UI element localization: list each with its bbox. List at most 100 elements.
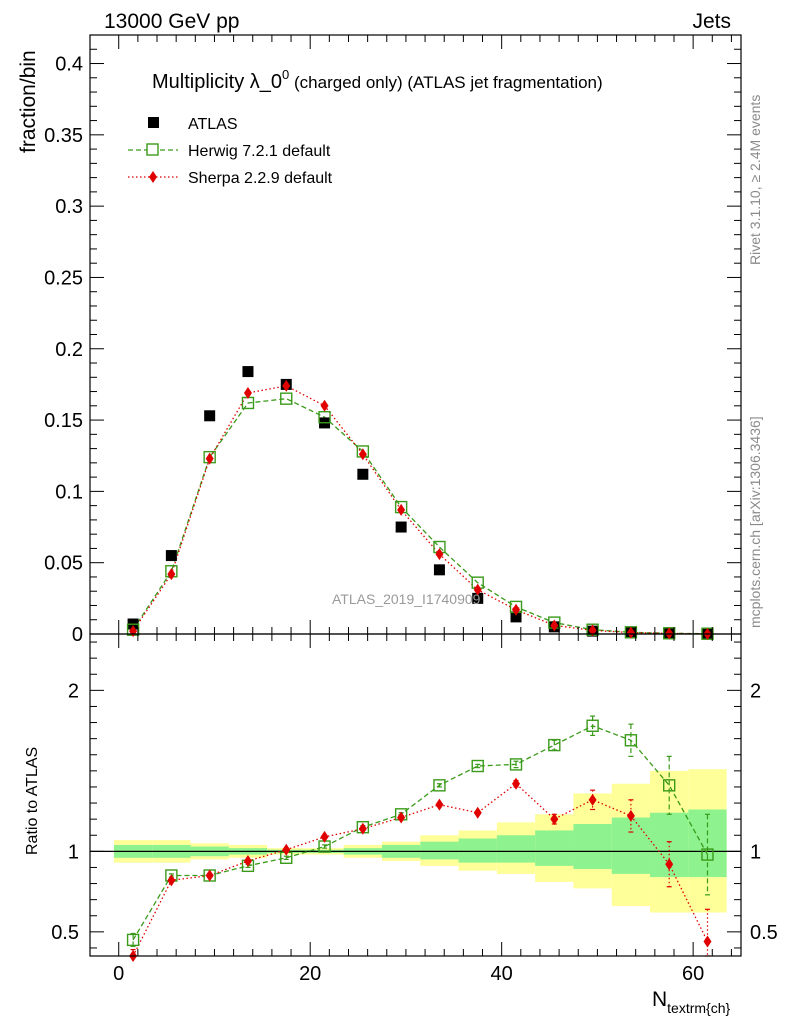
ratio-point-s0-12 [586,719,599,732]
legend-marker-atlas [148,117,159,128]
band-stat-13 [611,817,651,874]
ratio-xtick-label-1: 20 [299,963,321,985]
ratio-point-s1-11 [550,813,559,826]
ratio-point-s0-13 [624,734,638,747]
ratio-ytick-label-left-1: 1 [68,841,79,863]
ratio-panel: 0 20 40 60 0.5 0.5 1 1 2 2 [51,633,778,985]
main-point-s2-4 [282,379,291,392]
main-point-s0-10 [510,611,522,623]
main-point-s0-1 [165,550,177,562]
ratio-point-s1-1 [167,874,176,887]
ratio-point-s1-4 [282,843,291,856]
main-y-axis-label: fraction/bin [17,50,40,153]
x-axis-label-main: N [652,988,667,1011]
legend-marker-sherpa [149,171,157,183]
main-point-s2-10 [512,603,521,616]
ratio-point-s1-5 [320,830,329,843]
ratio-ytick-label-right-2: 2 [750,680,761,702]
main-line-1 [132,398,708,635]
main-point-s2-2 [205,452,214,465]
ratio-ytick-label-right-0: 0.5 [750,922,778,944]
ratio-xtick-label-0: 0 [113,963,124,985]
legend-label-sherpa: Sherpa 2.2.9 default [188,170,333,187]
ratio-ytick-label-left-2: 2 [68,680,79,702]
main-ytick-label-3: 0.15 [44,410,83,432]
ratio-point-s1-3 [243,855,252,868]
main-point-s0-6 [357,468,369,480]
main-point-s0-9 [472,592,484,604]
main-ytick-label-7: 0.35 [44,125,83,147]
main-point-s2-5 [320,399,329,412]
ratio-point-s0-10 [509,758,523,771]
ratio-point-s1-2 [205,869,214,882]
ratio-xtick-label-3: 60 [682,963,704,985]
main-ytick-label-5: 0.25 [44,267,83,289]
ratio-point-s1-8 [435,798,444,811]
main-point-s0-8 [433,564,445,576]
x-axis-label-subscript: textrm{ch} [667,1000,730,1016]
band-stat-12 [573,823,612,870]
ratio-point-s1-9 [473,806,482,819]
analysis-watermark: ATLAS_2019_I1740909 [332,591,481,607]
main-series-layer [126,366,714,640]
main-ytick-label-0: 0 [72,624,83,646]
main-point-s2-1 [167,568,176,581]
ratio-y-axis-label: Ratio to ATLAS [24,747,41,855]
header-right: Jets [692,10,731,33]
main-point-s2-13 [626,626,635,639]
legend-label-herwig: Herwig 7.2.1 default [188,143,331,160]
band-stat-8 [420,841,459,860]
main-point-s1-4 [280,392,293,405]
rivet-label: Rivet 3.1.10, ≥ 2.4M events [747,95,763,265]
ratio-frame [89,633,742,957]
ratio-y-ticks: 0.5 0.5 1 1 2 2 [51,641,778,949]
main-ytick-label-8: 0.4 [55,54,83,76]
legend-marker-herwig [146,143,159,156]
ratio-point-s0-9 [471,759,484,773]
chart-title: Multiplicity λ_00 (charged only) (ATLAS … [152,67,603,93]
uncertainty-bands [113,769,727,913]
chart-title-main: Multiplicity λ_0 [152,71,282,93]
ratio-point-s0-11 [548,738,561,752]
ratio-ytick-label-right-1: 1 [750,841,761,863]
main-point-s2-3 [243,386,252,399]
main-point-s2-7 [397,503,406,516]
band-stat-11 [535,830,574,866]
legend: ATLAS Herwig 7.2.1 default Sherpa 2.2.9 … [128,116,333,187]
main-ytick-label-2: 0.1 [55,481,83,503]
ratio-point-s1-14 [665,858,674,871]
ratio-point-s0-8 [433,779,446,792]
main-ytick-label-6: 0.3 [55,196,83,218]
main-point-s2-6 [358,448,367,461]
main-x-ticks [118,35,732,634]
ratio-point-s0-15 [701,848,714,861]
header-left: 13000 GeV pp [104,10,239,33]
x-axis-label: Ntextrm{ch} [652,988,731,1016]
ratio-line-0 [132,725,709,941]
band-stat-9 [458,838,497,863]
ratio-ytick-label-left-0: 0.5 [51,922,79,944]
ratio-point-s0-14 [662,779,676,792]
ratio-point-s1-6 [358,822,367,835]
ratio-point-s1-10 [512,777,521,790]
main-point-s0-3 [242,366,254,378]
ratio-point-s1-13 [626,809,635,822]
main-ytick-label-1: 0.05 [44,553,83,575]
main-y-ticks: 0 0.05 0.1 0.15 0.2 0.25 0.3 0.35 0.4 [44,34,741,646]
ratio-xtick-label-2: 40 [491,963,513,985]
ratio-point-s0-0 [126,933,140,947]
main-line-2 [132,385,708,635]
ratio-series-layer [126,715,714,962]
ratio-point-s1-7 [397,811,406,824]
main-point-s2-8 [435,548,444,561]
main-point-s0-7 [395,521,407,533]
ratio-point-s1-15 [703,935,712,948]
main-ytick-label-4: 0.2 [55,339,83,361]
main-panel: 0 0.05 0.1 0.15 0.2 0.25 0.3 0.35 0.4 [44,34,742,646]
legend-label-atlas: ATLAS [188,116,238,133]
main-point-s2-9 [473,583,482,596]
ratio-x-ticks: 0 20 40 60 [113,634,732,985]
ratio-point-s1-12 [588,793,597,806]
main-point-s0-2 [204,410,216,422]
